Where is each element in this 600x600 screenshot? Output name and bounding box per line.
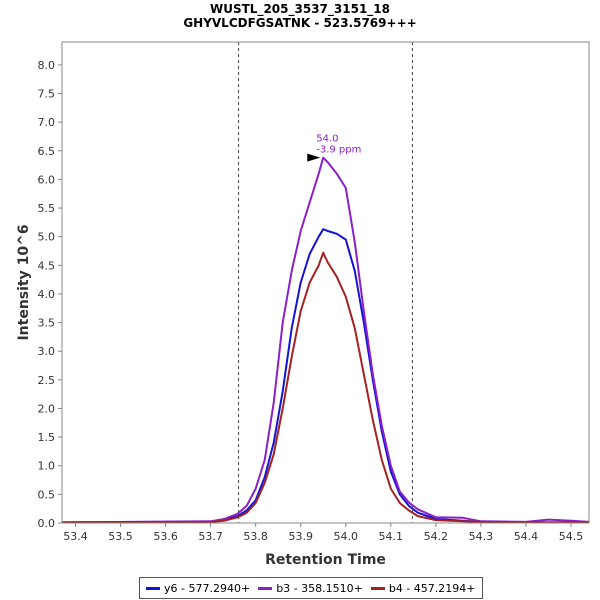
x-tick-label: 54.4: [514, 530, 539, 543]
legend-item: b3 - 358.1510+: [258, 582, 363, 595]
y-axis-label: Intensity 10^6: [16, 224, 32, 340]
x-tick-label: 54.1: [379, 530, 404, 543]
series-line: [61, 156, 590, 524]
series-line: [61, 251, 589, 524]
plot-area: [61, 41, 590, 524]
x-tick-label: 53.6: [153, 530, 178, 543]
y-tick-label: 0.0: [38, 517, 56, 530]
y-tick-label: 2.5: [38, 374, 56, 387]
y-tick-label: 5.5: [38, 202, 56, 215]
series-line: [61, 228, 589, 524]
chart-title: WUSTL_205_3537_3151_18: [210, 2, 390, 16]
legend-item: y6 - 577.2940+: [146, 582, 250, 595]
y-tick-label: 7.5: [38, 88, 56, 101]
x-tick-label: 53.7: [198, 530, 223, 543]
x-tick-label: 54.2: [424, 530, 449, 543]
y-tick-label: 7.0: [38, 116, 56, 129]
chart-subtitle: GHYVLCDFGSATNK - 523.5769+++: [183, 16, 417, 30]
y-tick-label: 2.0: [38, 402, 56, 415]
x-tick-label: 54.5: [559, 530, 584, 543]
legend-label: b4 - 457.2194+: [388, 581, 476, 595]
x-tick-label: 53.5: [108, 530, 133, 543]
x-tick-label: 54.0: [334, 530, 359, 543]
legend-label: y6 - 577.2940+: [164, 581, 251, 595]
x-tick-label: 53.9: [288, 530, 313, 543]
y-tick-label: 0.5: [38, 488, 56, 501]
x-axis-label: Retention Time: [265, 552, 386, 568]
y-tick-label: 6.5: [38, 145, 56, 158]
legend-swatch: [258, 586, 273, 590]
y-tick-label: 5.0: [38, 231, 56, 244]
x-tick-label: 53.8: [243, 530, 268, 543]
legend-item: b4 - 457.2194+: [370, 581, 476, 595]
y-tick-label: 4.5: [38, 259, 56, 272]
y-tick-label: 3.0: [38, 345, 56, 358]
x-tick-label: 54.3: [469, 530, 494, 543]
y-tick-label: 1.5: [38, 431, 56, 444]
x-tick-label: 53.4: [63, 530, 88, 543]
apex-annotation-ppm: -3.9 ppm: [316, 145, 361, 156]
legend-swatch: [146, 586, 160, 590]
apex-marker-arrow: [307, 153, 321, 162]
legend-swatch: [370, 586, 385, 590]
y-tick-label: 6.0: [38, 173, 56, 186]
y-tick-label: 1.0: [38, 460, 56, 473]
y-tick-label: 8.0: [38, 59, 56, 72]
legend-label: b3 - 358.1510+: [276, 581, 363, 595]
apex-annotation-rt: 54.0: [316, 134, 338, 145]
chart-legend: y6 - 577.2940+ b3 - 358.1510+ b4 - 457.219…: [139, 577, 483, 599]
y-tick-label: 3.5: [38, 317, 56, 330]
y-tick-label: 4.0: [38, 288, 56, 301]
